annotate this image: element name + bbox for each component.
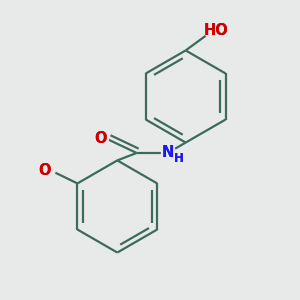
Text: N: N — [162, 145, 174, 160]
Text: N: N — [162, 145, 174, 160]
Text: O: O — [95, 131, 107, 146]
Text: O: O — [38, 163, 50, 178]
Text: O: O — [38, 163, 50, 178]
Text: H: H — [174, 152, 184, 165]
Text: HO: HO — [204, 23, 229, 38]
Text: O: O — [95, 131, 107, 146]
Text: H: H — [174, 152, 184, 165]
Text: HO: HO — [204, 23, 229, 38]
